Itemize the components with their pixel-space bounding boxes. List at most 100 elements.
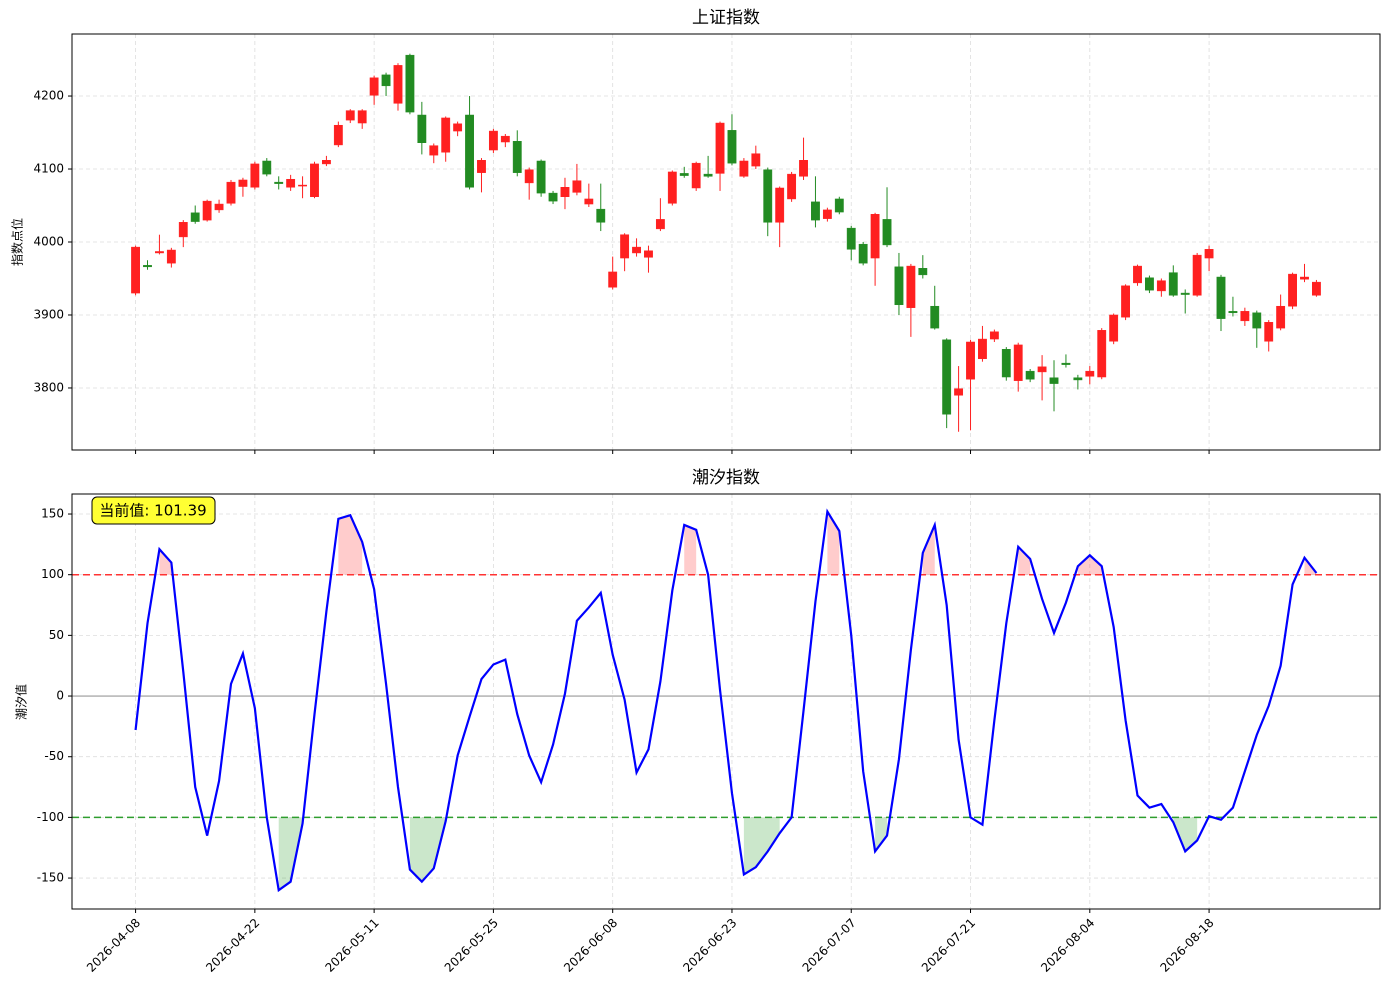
candle-body	[202, 200, 212, 221]
candle-body	[488, 130, 498, 151]
candle-body	[226, 181, 236, 204]
candle-body	[1252, 312, 1262, 329]
candle-body	[572, 180, 582, 193]
candle-body	[250, 163, 260, 188]
overbought-fill	[684, 524, 697, 575]
candle-body	[1180, 292, 1190, 295]
candle-body	[1300, 276, 1309, 280]
candle-body	[298, 184, 307, 187]
candle-body	[381, 74, 391, 87]
candle-body	[1049, 377, 1059, 384]
candle-body	[131, 246, 140, 294]
candle-body	[441, 117, 451, 153]
candle-body	[834, 198, 844, 213]
candle-body	[954, 388, 964, 396]
candle-body	[751, 153, 761, 167]
candle-body	[560, 187, 570, 198]
bottom-title: 潮汐指数	[692, 468, 760, 488]
candle-body	[262, 160, 272, 175]
candle-body	[608, 271, 618, 288]
candle-body	[1216, 276, 1226, 319]
candle-body	[811, 201, 820, 221]
top-y-label: 指数点位	[10, 218, 25, 266]
candle-body	[465, 114, 474, 188]
y-tick-label: 3900	[33, 307, 64, 321]
candle-body	[858, 243, 868, 264]
candle-body	[274, 181, 284, 184]
candle-body	[1276, 305, 1286, 329]
candle-body	[429, 145, 439, 156]
candle-body	[799, 160, 808, 177]
candle-body	[1312, 281, 1321, 296]
candle-body	[524, 169, 534, 184]
candle-body	[500, 135, 510, 143]
candle-body	[667, 171, 677, 204]
y-tick-label: 4000	[33, 235, 64, 249]
candle-body	[644, 250, 653, 258]
y-tick-label: 0	[56, 689, 64, 703]
candle-body	[870, 214, 880, 259]
candle-body	[1240, 311, 1250, 322]
candle-body	[405, 54, 415, 113]
top-title: 上证指数	[692, 8, 760, 28]
candle-body	[238, 179, 248, 187]
y-tick-label: -100	[37, 810, 64, 824]
candle-body	[512, 141, 522, 173]
candle-body	[345, 110, 355, 121]
oversold-fill	[409, 817, 446, 882]
y-tick-label: 100	[41, 567, 64, 581]
annotation: 当前值: 101.39	[99, 502, 206, 520]
candle-body	[548, 192, 558, 202]
candle-body	[1288, 273, 1297, 307]
candle-body	[166, 249, 176, 264]
candle-body	[1085, 370, 1095, 377]
candle-body	[989, 331, 999, 340]
candle-body	[1204, 249, 1214, 259]
y-tick-label: 4200	[33, 89, 64, 103]
candle-body	[143, 265, 152, 268]
candle-body	[787, 173, 797, 200]
oversold-fill	[875, 817, 888, 852]
candle-body	[906, 265, 916, 308]
y-tick-label: 50	[49, 628, 64, 642]
candle-body	[1073, 377, 1083, 381]
tide-line	[134, 508, 1318, 893]
overbought-fill	[922, 524, 935, 575]
candle-body	[1013, 344, 1023, 381]
candle-body	[739, 160, 749, 177]
candle-body	[214, 203, 224, 211]
candle-body	[178, 222, 188, 238]
candle-body	[775, 187, 785, 223]
candle-body	[1133, 265, 1142, 284]
candle-body	[453, 123, 463, 132]
candle-body	[1228, 311, 1238, 314]
candle-body	[1168, 272, 1178, 296]
overbought-fill	[159, 549, 172, 575]
candle-body	[691, 162, 701, 189]
y-tick-label: 3800	[33, 380, 64, 394]
oversold-fill	[743, 817, 780, 875]
candle-body	[1121, 285, 1131, 318]
candle-body	[417, 114, 427, 143]
annotation-box	[91, 496, 216, 525]
candle-body	[1192, 254, 1202, 296]
candle-body	[357, 110, 367, 124]
candle-body	[286, 178, 296, 188]
candle-body	[596, 208, 606, 223]
bottom-y-label: 潮汐值	[14, 684, 29, 720]
candle-body	[333, 124, 343, 146]
candle-body	[978, 338, 987, 360]
candle-body	[882, 219, 892, 246]
candle-body	[536, 160, 546, 194]
candle-body	[727, 130, 737, 164]
candle-body	[1001, 349, 1011, 378]
candle-body	[1156, 280, 1166, 292]
candle-body	[715, 122, 725, 174]
candle-body	[846, 227, 856, 250]
axes-frame	[71, 493, 1381, 910]
candle-body	[310, 163, 319, 198]
candle-body	[321, 160, 331, 165]
candle-body	[190, 212, 200, 222]
overbought-fill	[1018, 546, 1031, 575]
